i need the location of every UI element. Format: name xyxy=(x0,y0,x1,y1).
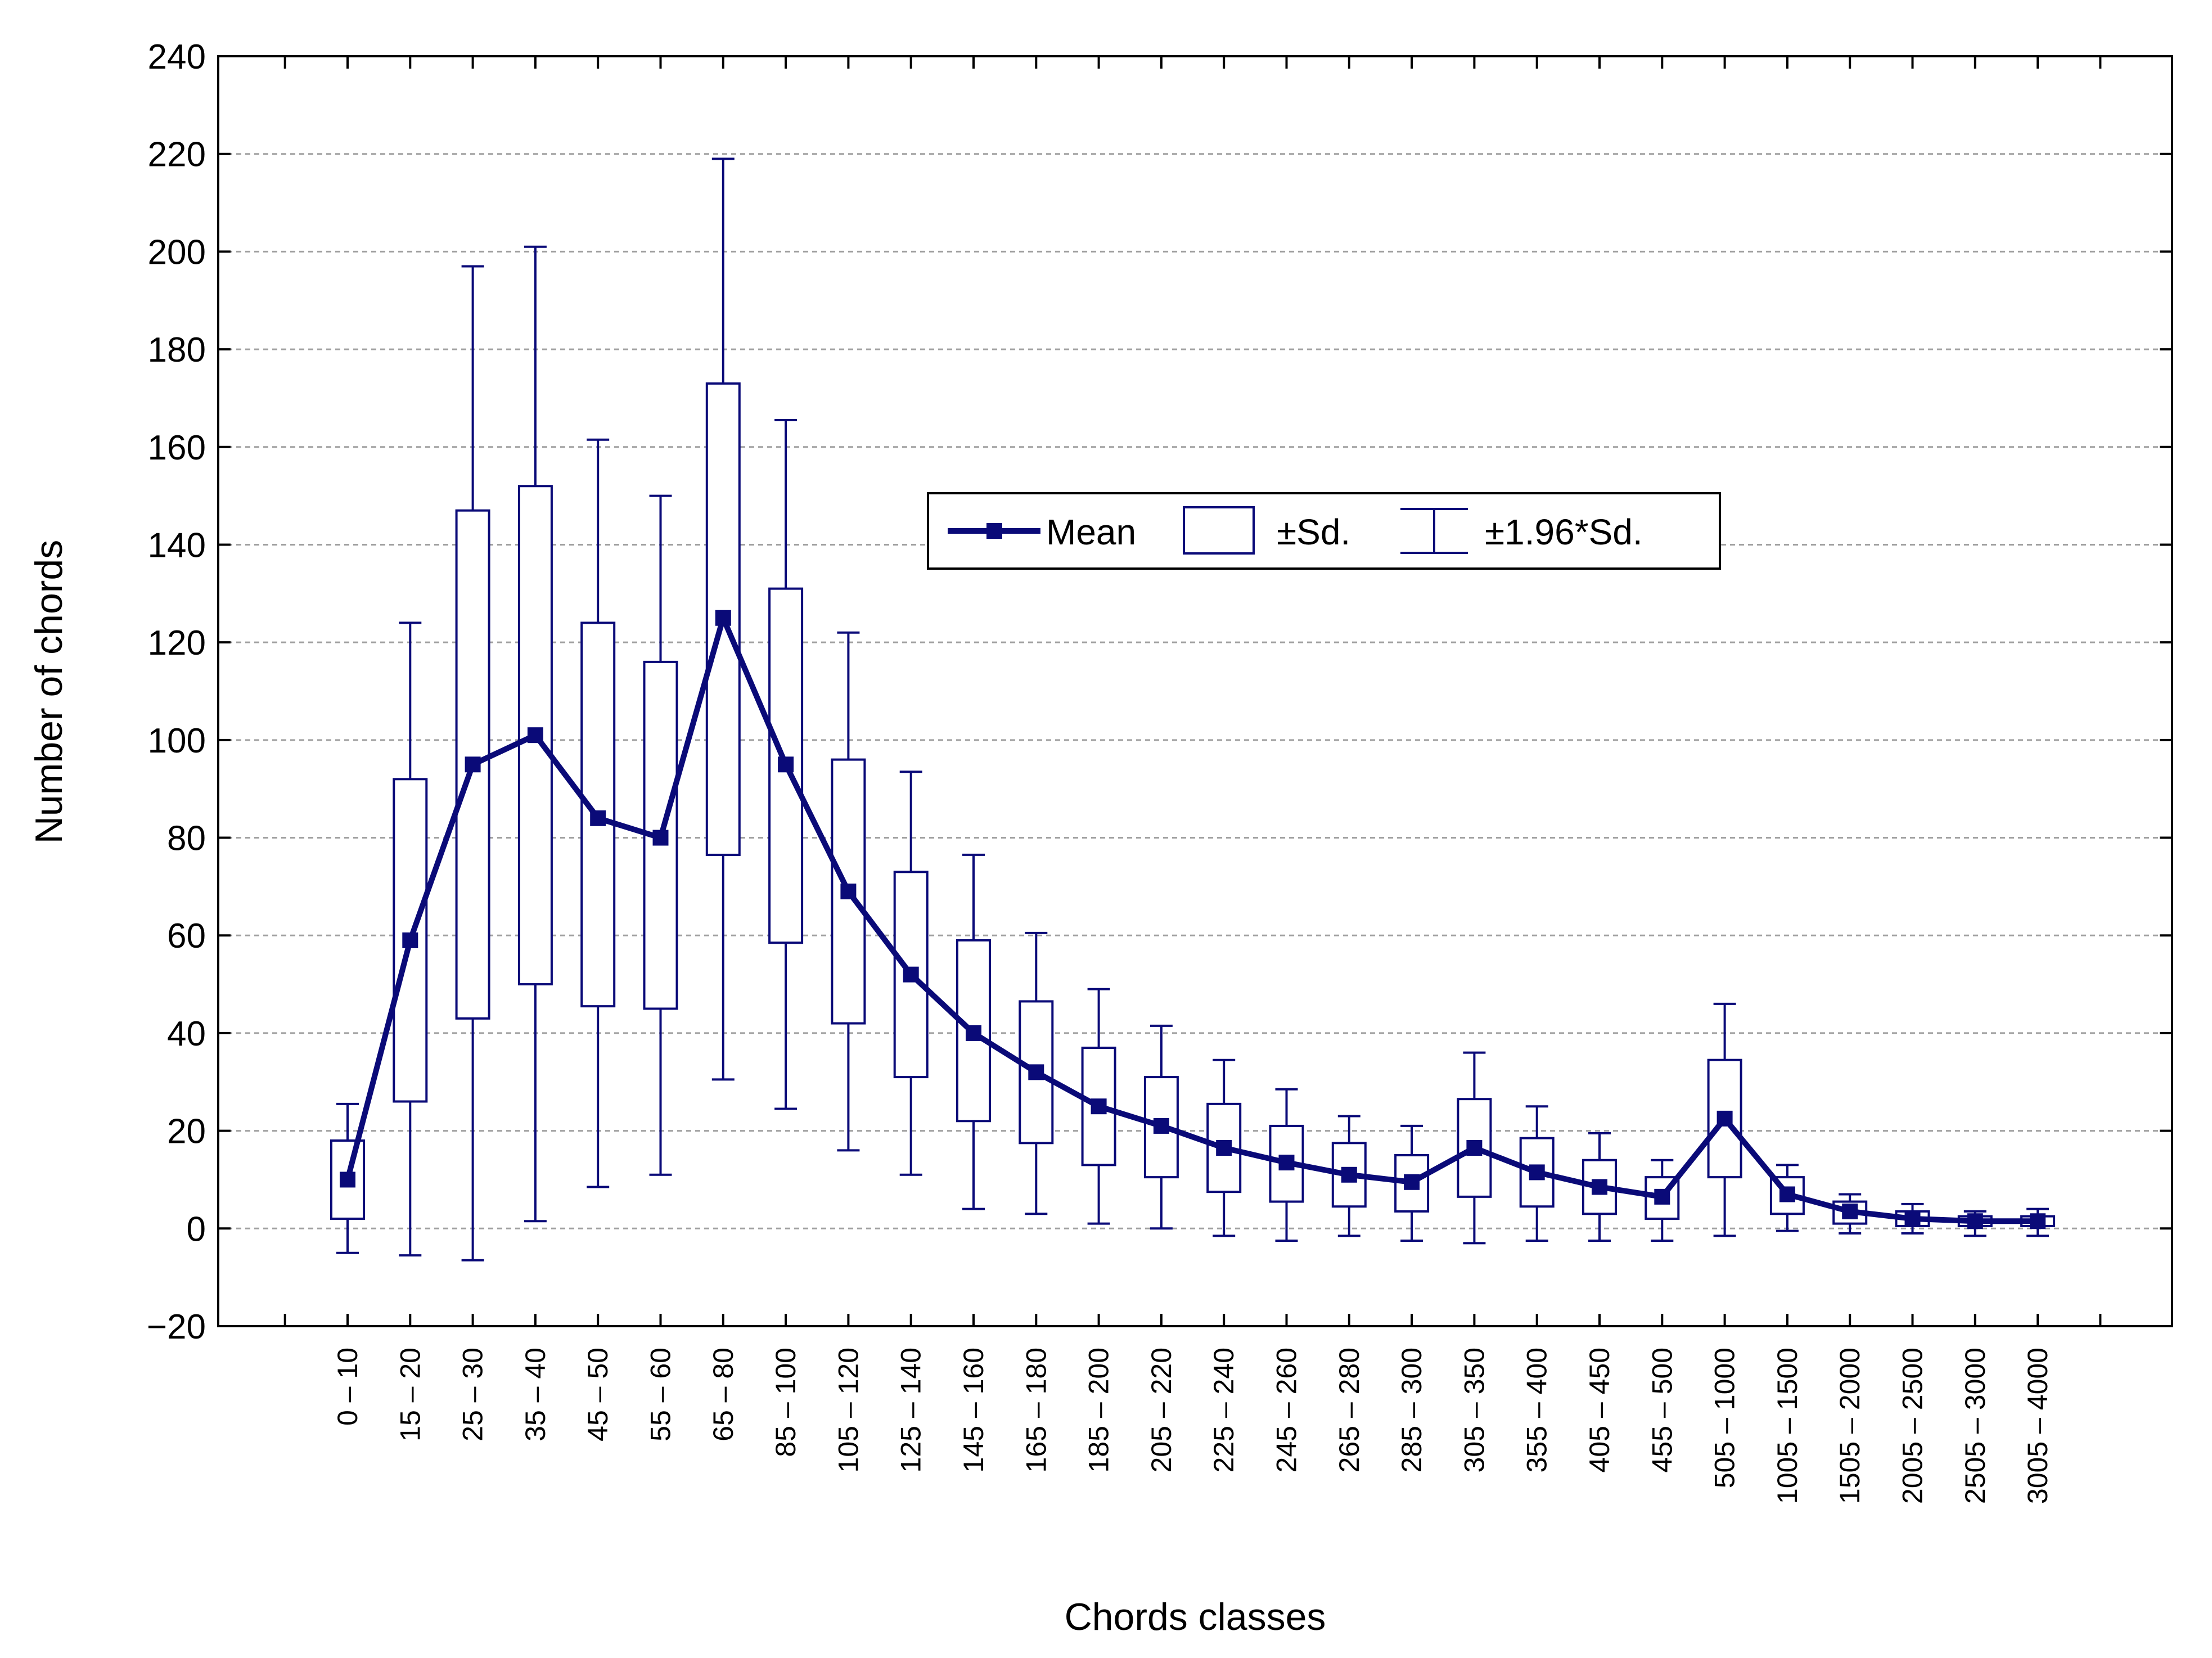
y-tick-label: 80 xyxy=(167,819,206,858)
y-tick-label: 220 xyxy=(148,136,206,174)
y-tick-label: 60 xyxy=(167,917,206,956)
x-category-label: 245 – 260 xyxy=(1271,1348,1303,1472)
x-category-label: 55 – 60 xyxy=(645,1348,677,1441)
y-tick-label: 100 xyxy=(148,722,206,760)
mean-point xyxy=(1967,1213,1983,1229)
y-axis-title: Number of chords xyxy=(28,540,70,844)
plot-frame xyxy=(217,55,2173,1327)
y-tick-label: −20 xyxy=(147,1308,206,1346)
y-tick-label: 20 xyxy=(167,1112,206,1151)
x-category-label: 45 – 50 xyxy=(582,1348,614,1441)
y-tick-label: 0 xyxy=(187,1210,206,1249)
mean-line xyxy=(345,615,2038,1224)
mean-point xyxy=(1153,1118,1169,1134)
mean-point xyxy=(1842,1203,1858,1219)
mean-point xyxy=(1216,1140,1232,1156)
x-category-label: 305 – 350 xyxy=(1458,1348,1490,1472)
legend-mean-label: Mean xyxy=(1046,512,1136,552)
y-tick-label: 180 xyxy=(148,331,206,370)
x-category-label: 405 – 450 xyxy=(1584,1348,1615,1472)
mean-point xyxy=(966,1025,981,1041)
mean-point xyxy=(1404,1174,1420,1190)
x-category-label: 225 – 240 xyxy=(1208,1348,1240,1472)
mean-point xyxy=(465,756,481,773)
mean-point xyxy=(402,932,418,948)
mean-point xyxy=(1466,1140,1483,1156)
mean-point xyxy=(1654,1188,1670,1205)
y-tick-label: 40 xyxy=(167,1015,206,1053)
x-category-label: 65 – 80 xyxy=(708,1348,739,1441)
x-category-label: 145 – 160 xyxy=(958,1348,989,1472)
mean-point xyxy=(1091,1098,1107,1115)
legend-box xyxy=(927,492,1721,570)
x-category-label: 25 – 30 xyxy=(457,1348,489,1441)
x-category-label: 205 – 220 xyxy=(1146,1348,1177,1472)
x-axis-title: Chords classes xyxy=(1065,1596,1326,1638)
legend: Mean ±Sd. ±1.96*Sd. xyxy=(927,492,1721,570)
mean-point xyxy=(652,830,669,846)
legend-ci-label: ±1.96*Sd. xyxy=(1485,512,1643,552)
x-category-label: 285 – 300 xyxy=(1396,1348,1427,1472)
mean-point xyxy=(590,810,606,826)
mean-point xyxy=(778,756,794,773)
mean-point xyxy=(1529,1164,1545,1181)
mean-point xyxy=(1904,1210,1921,1227)
legend-sd-box xyxy=(1183,506,1255,555)
mean-point xyxy=(1779,1186,1795,1202)
x-category-label: 35 – 40 xyxy=(520,1348,551,1441)
mean-point xyxy=(1592,1179,1607,1195)
legend-sd-label: ±Sd. xyxy=(1277,512,1350,552)
x-category-label: 1505 – 2000 xyxy=(1834,1348,1866,1504)
mean-point xyxy=(715,610,731,626)
x-category-label: 505 – 1000 xyxy=(1709,1348,1741,1488)
mean-series xyxy=(340,610,2046,1229)
x-category-label: 0 – 10 xyxy=(332,1348,363,1426)
x-category-label: 1005 – 1500 xyxy=(1772,1348,1803,1504)
y-tick-label: 140 xyxy=(148,526,206,565)
legend-mean-marker xyxy=(986,523,1002,539)
mean-point xyxy=(527,727,543,744)
mean-point xyxy=(903,966,919,983)
mean-point xyxy=(340,1172,355,1188)
x-category-label: 355 – 400 xyxy=(1521,1348,1553,1472)
mean-point xyxy=(2030,1213,2046,1229)
mean-point xyxy=(1341,1166,1357,1183)
x-category-label: 265 – 280 xyxy=(1333,1348,1365,1472)
x-category-label: 2505 – 3000 xyxy=(1959,1348,1991,1504)
x-category-label: 2005 – 2500 xyxy=(1897,1348,1929,1504)
mean-point xyxy=(1717,1110,1733,1127)
x-category-label: 85 – 100 xyxy=(770,1348,801,1457)
x-category-label: 185 – 200 xyxy=(1083,1348,1115,1472)
x-category-label: 3005 – 4000 xyxy=(2022,1348,2053,1504)
x-category-label: 105 – 120 xyxy=(832,1348,864,1472)
y-tick-label: 120 xyxy=(148,624,206,663)
sd-box xyxy=(1519,1137,1555,1208)
y-tick-label: 160 xyxy=(148,429,206,467)
mean-point xyxy=(1278,1155,1295,1171)
axes: −20 0 20 40 60 80 100 120 140 160 180 200 220 240 0 – … xyxy=(147,38,2173,1504)
x-category-label: 125 – 140 xyxy=(895,1348,927,1472)
y-tick-label: 200 xyxy=(148,233,206,272)
x-category-label: 165 – 180 xyxy=(1020,1348,1052,1472)
x-category-label: 455 – 500 xyxy=(1646,1348,1678,1472)
category-group xyxy=(1519,1105,1555,1242)
y-tick-label: 240 xyxy=(148,38,206,76)
mean-point xyxy=(840,884,857,900)
x-category-label: 15 – 20 xyxy=(394,1348,426,1441)
mean-point xyxy=(1028,1064,1044,1080)
category-group xyxy=(1206,1058,1242,1237)
